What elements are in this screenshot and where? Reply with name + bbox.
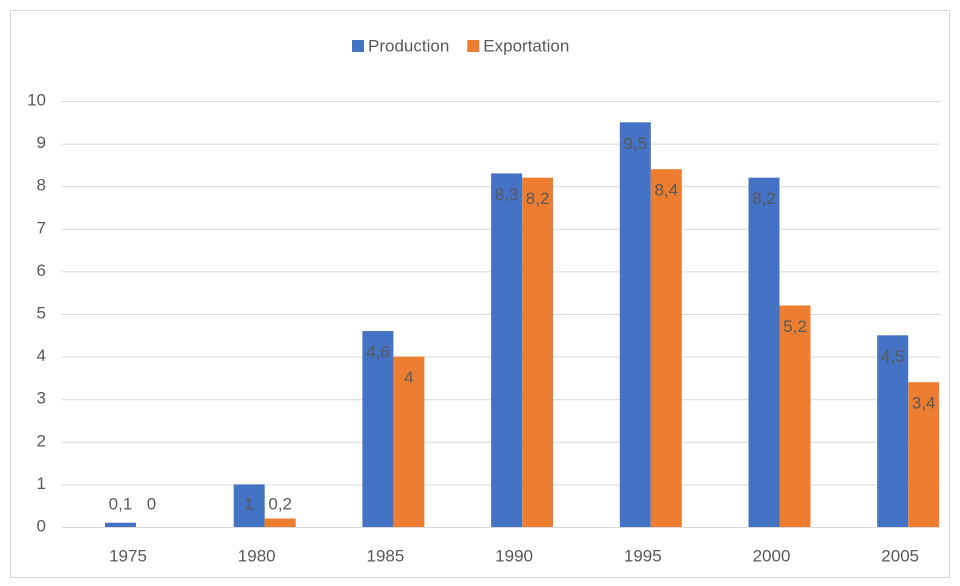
data-label: 0,1 [109, 494, 133, 513]
x-tick-label: 1985 [366, 546, 404, 565]
y-tick-label: 3 [37, 389, 46, 408]
y-tick-label: 0 [37, 516, 46, 535]
x-tick-label: 1995 [624, 546, 662, 565]
data-label: 5,2 [783, 317, 807, 336]
x-tick-label: 1980 [238, 546, 276, 565]
bar [264, 518, 296, 527]
bar [908, 382, 940, 527]
x-tick-label: 2000 [753, 546, 791, 565]
legend-swatch [467, 40, 480, 52]
legend-label: Production [368, 36, 449, 55]
y-tick-label: 10 [27, 90, 46, 109]
y-tick-label: 1 [37, 474, 46, 493]
bar [362, 331, 394, 527]
y-tick-label: 2 [37, 431, 46, 450]
bar [877, 335, 909, 527]
data-label: 8,2 [526, 189, 550, 208]
data-label: 0,2 [268, 494, 292, 513]
legend-label: Exportation [483, 36, 569, 55]
bar [650, 169, 682, 527]
legend-swatch [352, 40, 364, 52]
data-label: 1 [244, 494, 253, 513]
y-tick-label: 8 [37, 176, 46, 195]
data-label: 8,4 [654, 181, 678, 200]
y-tick-label: 4 [37, 346, 46, 365]
data-label: 3,4 [912, 394, 936, 413]
bar [522, 177, 554, 527]
data-label: 4 [404, 368, 413, 387]
data-label: 4,5 [881, 347, 905, 366]
y-tick-label: 9 [37, 133, 46, 152]
data-label: 4,6 [366, 343, 390, 362]
x-tick-label: 1990 [495, 546, 533, 565]
bar [779, 305, 811, 527]
data-label: 9,5 [623, 134, 647, 153]
bar [491, 173, 523, 528]
data-label: 0 [147, 494, 156, 513]
x-tick-label: 2005 [881, 546, 919, 565]
data-label: 8,2 [752, 189, 776, 208]
y-tick-label: 6 [37, 261, 46, 280]
y-tick-label: 7 [37, 218, 46, 237]
bar [748, 177, 780, 527]
x-tick-label: 1975 [109, 546, 147, 565]
bar [393, 356, 425, 527]
bar [105, 522, 136, 527]
bar [233, 484, 265, 527]
data-label: 8,3 [495, 185, 519, 204]
bar [619, 122, 651, 528]
y-tick-label: 5 [37, 303, 46, 322]
